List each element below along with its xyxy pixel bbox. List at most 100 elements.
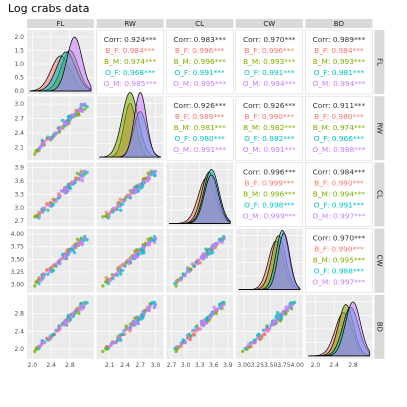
column-label-cw: CW — [263, 20, 275, 28]
panel-border — [305, 162, 373, 227]
panel-bd-cl — [166, 294, 234, 359]
correlation-b_f: B_F: 0.996*** — [175, 46, 225, 55]
y-tick-label: 4.00 — [11, 231, 25, 238]
point-o_m — [146, 179, 150, 183]
point-o_f — [140, 251, 144, 256]
x-tick-label: 3.50 — [264, 362, 278, 369]
point-o_m — [54, 132, 58, 136]
point-o_m — [54, 329, 58, 333]
point-o_m — [153, 169, 158, 173]
point-o_m — [77, 308, 81, 313]
point-o_m — [39, 210, 43, 214]
y-tick-label: 0.5 — [14, 75, 24, 82]
panel-border — [235, 95, 304, 161]
chart-title: Log crabs data — [8, 2, 90, 15]
x-tick-label: 2.7 — [167, 362, 177, 369]
point-o_m — [196, 261, 200, 266]
column-label-fl: FL — [57, 20, 65, 28]
correlation-b_f: B_F: 0.990*** — [314, 178, 364, 187]
correlation-b_f: B_F: 0.996*** — [245, 46, 295, 55]
point-b_m — [34, 149, 39, 153]
point-o_m — [179, 278, 183, 282]
point-b_m — [34, 214, 39, 218]
density-o_m — [169, 174, 231, 224]
point-b_f — [118, 197, 123, 202]
x-tick-label: 2.7 — [135, 362, 145, 369]
correlation-overall: Corr: 0.926*** — [243, 101, 296, 110]
y-tick-label: 2.0 — [14, 346, 24, 353]
density-o_m — [308, 301, 370, 357]
correlation-o_f: O_F: 0.982*** — [244, 134, 295, 143]
correlation-overall: Corr: 0.926*** — [173, 101, 226, 110]
point-o_f — [72, 250, 77, 255]
point-b_m — [77, 311, 81, 316]
point-o_m — [263, 329, 268, 333]
point-b_f — [45, 268, 49, 273]
column-label-rw: RW — [124, 20, 136, 28]
point-o_m — [207, 249, 212, 254]
correlation-b_f: B_F: 0.989*** — [175, 112, 225, 121]
point-o_m — [79, 107, 83, 111]
correlation-b_m: B_M: 0.993*** — [243, 57, 296, 66]
point-o_m — [66, 252, 70, 256]
point-o_m — [183, 272, 188, 276]
correlation-overall: Corr: 0.970*** — [313, 234, 366, 243]
point-o_m — [80, 243, 85, 247]
panel-fl-cw: Corr: 0.970*** B_F: 0.996*** B_M: 0.993***… — [235, 29, 304, 95]
point-o_m — [174, 345, 179, 349]
y-tick-label: 2.0 — [14, 34, 24, 41]
point-o_m — [62, 189, 67, 194]
point-o_m — [129, 257, 133, 261]
point-b_f — [45, 201, 49, 206]
point-o_m — [111, 274, 116, 278]
point-o_m — [207, 315, 212, 319]
point-o_m — [66, 188, 70, 192]
panel-border — [305, 228, 373, 293]
x-tick-label: 2.4 — [120, 362, 130, 369]
density-o_m — [238, 232, 301, 290]
correlation-b_m: B_M: 0.993*** — [313, 57, 366, 66]
point-o_m — [200, 254, 205, 258]
correlation-b_f: B_F: 0.990*** — [314, 245, 364, 254]
y-tick-label: 3.6 — [14, 178, 24, 185]
point-o_m — [174, 279, 179, 284]
point-o_m — [66, 120, 70, 125]
panel-bd-bd — [305, 294, 373, 359]
density-o_m — [99, 91, 161, 158]
point-o_m — [148, 172, 152, 176]
point-o_m — [42, 140, 47, 144]
point-o_m — [48, 136, 52, 140]
point-o_m — [212, 245, 216, 250]
row-strip-bd — [374, 294, 385, 359]
panel-cw-fl — [27, 228, 94, 293]
point-o_m — [272, 319, 276, 324]
point-o_m — [117, 266, 122, 271]
x-tick-label: 2.1 — [105, 362, 115, 369]
row-label-cl: CL — [375, 190, 383, 199]
point-o_m — [77, 178, 81, 182]
point-o_m — [253, 340, 257, 345]
panel-bd-cw — [235, 294, 303, 359]
column-strip-rw — [96, 19, 164, 28]
point-o_m — [185, 334, 190, 339]
panel-cw-rw — [96, 228, 164, 293]
y-tick-label: 3.3 — [14, 191, 24, 198]
panel-rw-cl: Corr: 0.926*** B_F: 0.989*** B_M: 0.981***… — [165, 95, 234, 161]
correlation-o_m: O_M: 0.985*** — [104, 79, 157, 88]
correlation-b_m: B_M: 0.974*** — [313, 123, 366, 132]
correlation-overall: Corr: 0.984*** — [313, 167, 366, 176]
point-o_m — [195, 326, 200, 331]
x-tick-label: 4.00 — [290, 362, 304, 369]
point-o_m — [153, 302, 158, 307]
point-o_m — [37, 214, 42, 219]
x-tick-label: 3.25 — [251, 362, 265, 369]
y-tick-label: 3.9 — [14, 165, 24, 172]
point-o_m — [82, 302, 87, 307]
point-o_m — [141, 245, 146, 250]
point-b_m — [101, 349, 105, 354]
point-o_m — [48, 204, 52, 208]
point-b_m — [33, 284, 37, 288]
correlation-o_m: O_M: 0.994*** — [312, 79, 365, 88]
correlation-o_f: O_F: 0.968*** — [105, 68, 156, 77]
point-o_m — [219, 239, 223, 243]
